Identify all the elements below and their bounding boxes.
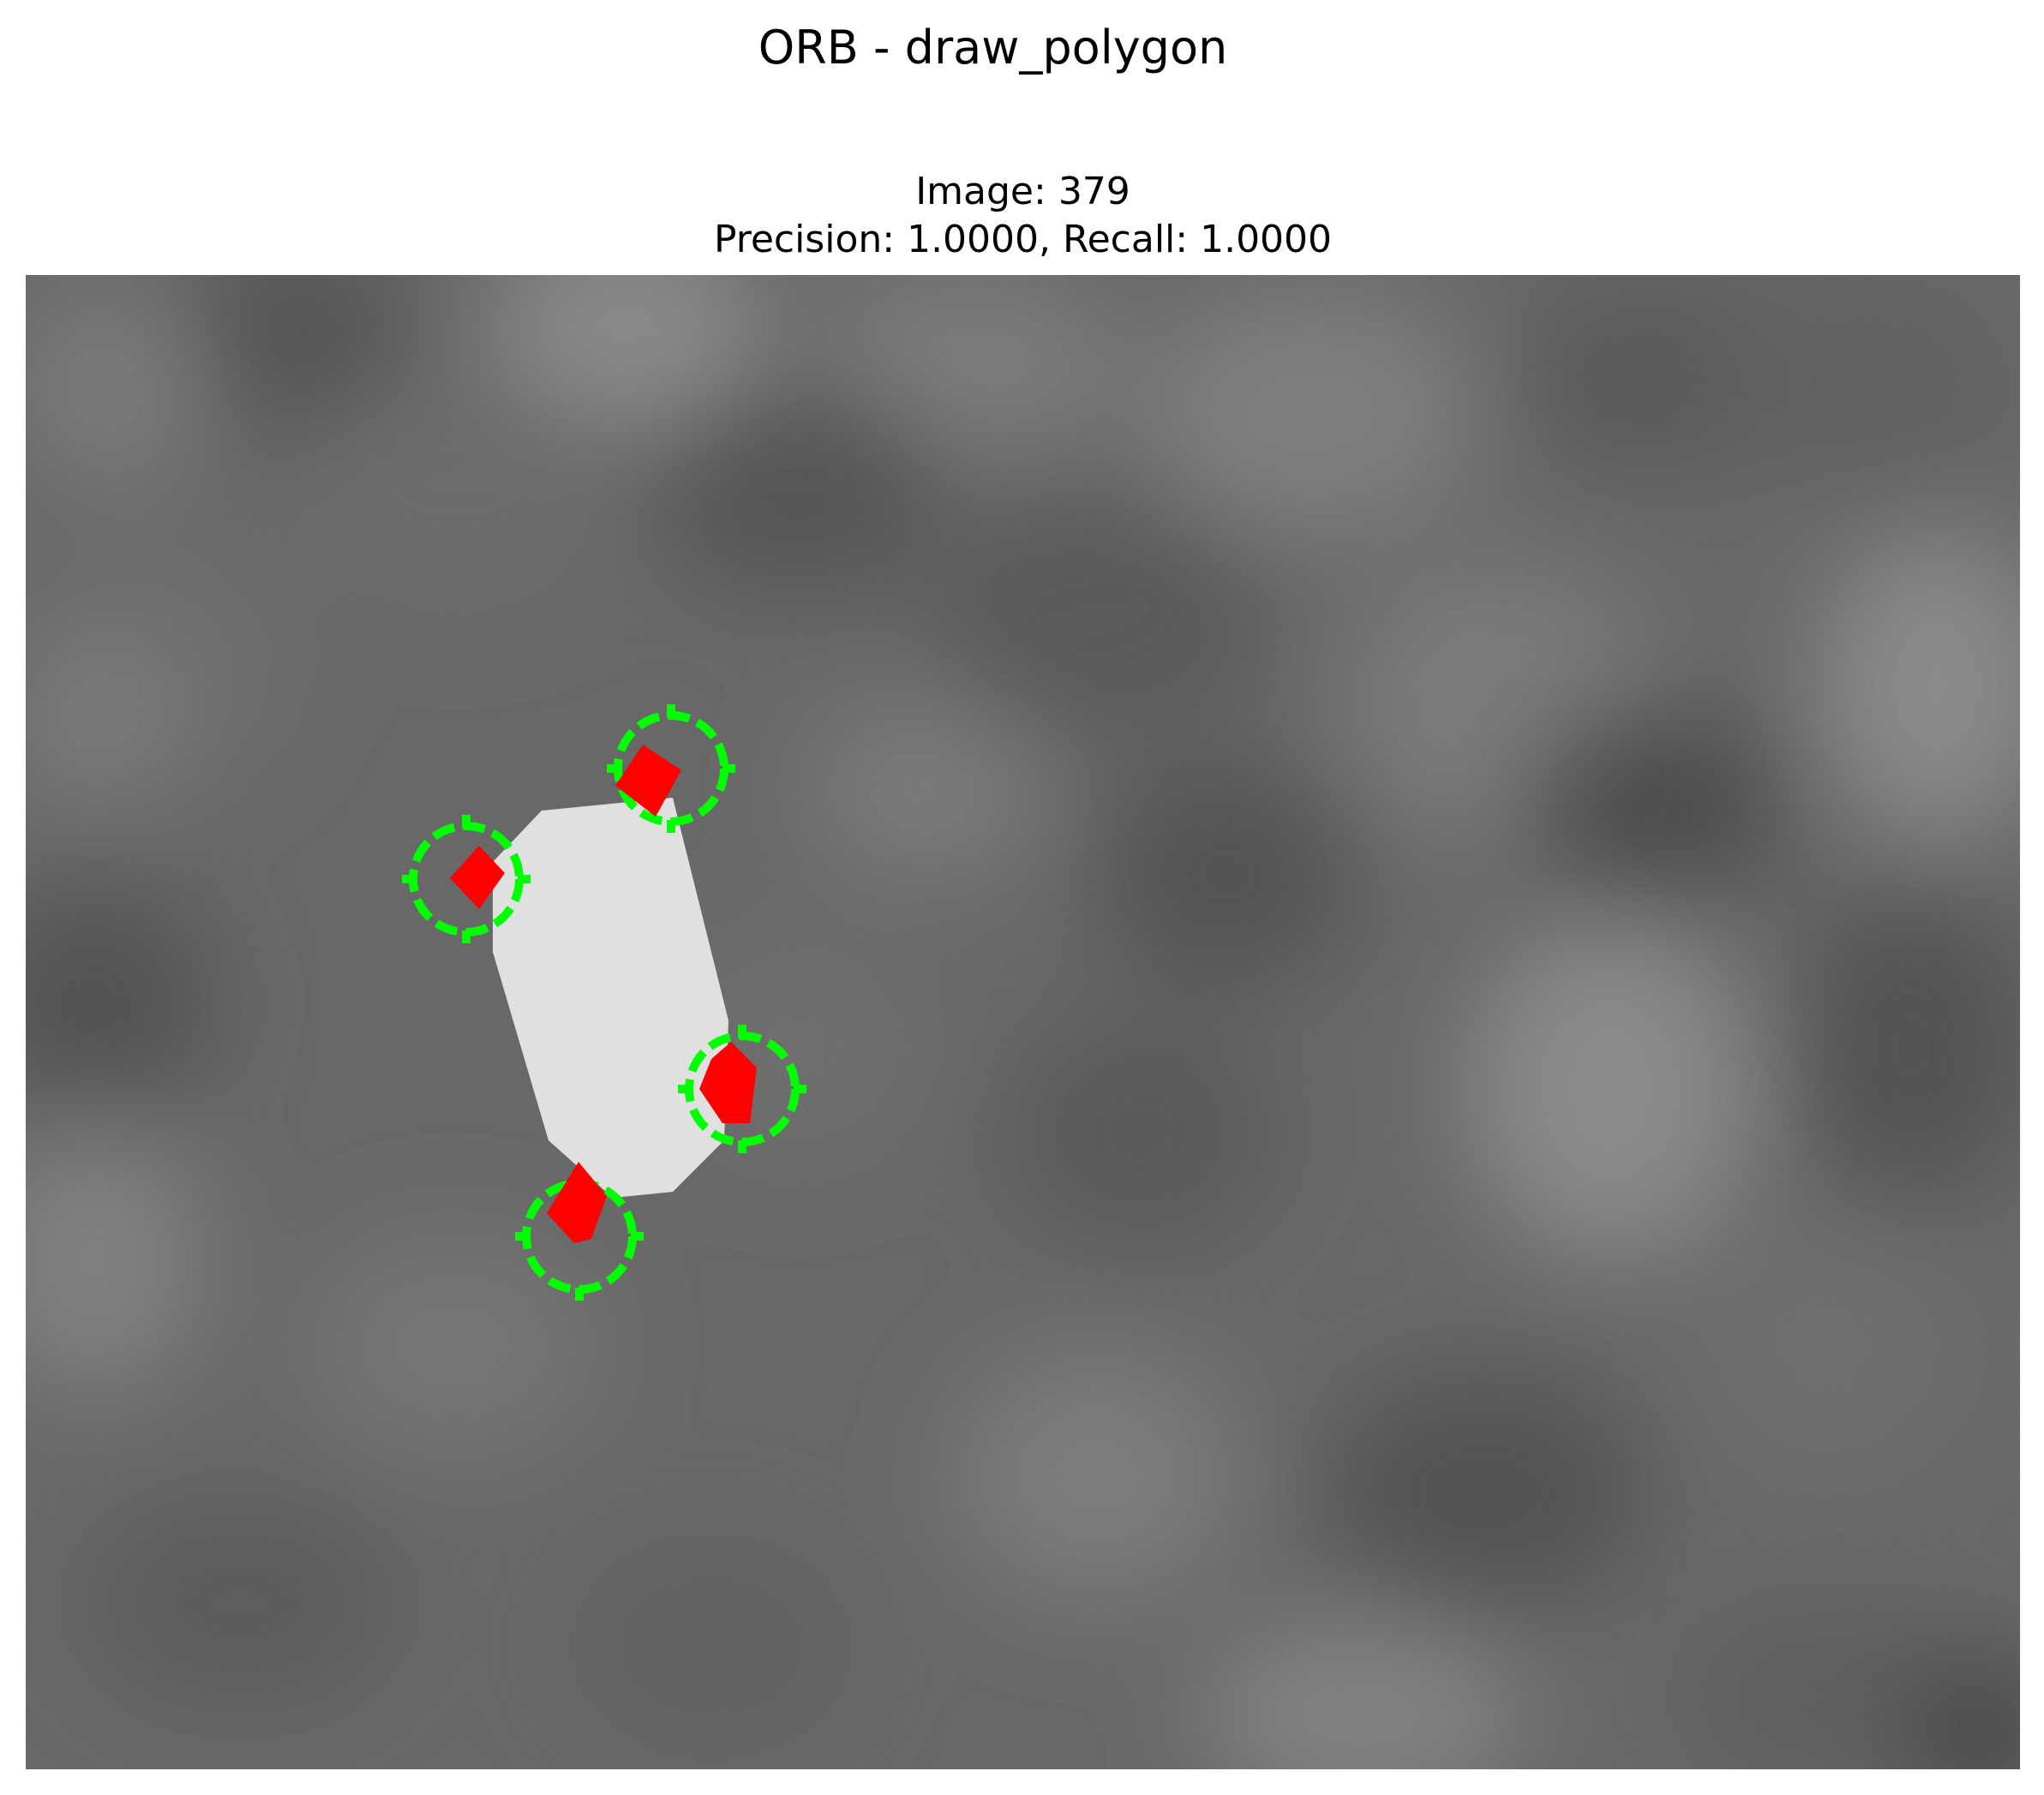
metrics-label: Precision: 1.0000, Recall: 1.0000 bbox=[713, 218, 1333, 261]
detected-keypoint bbox=[615, 745, 681, 817]
detected-keypoint bbox=[547, 1162, 607, 1243]
detected-keypoint bbox=[450, 846, 505, 909]
detected-keypoint bbox=[699, 1042, 757, 1123]
ground-truth-ticks bbox=[402, 704, 806, 1301]
image-label: Image: 379 bbox=[915, 170, 1130, 213]
detected-keypoints bbox=[450, 745, 757, 1243]
drawn-polygon bbox=[493, 798, 728, 1198]
image-canvas bbox=[26, 275, 2020, 1769]
image-panel bbox=[26, 275, 2020, 1769]
figure-title: ORB - draw_polygon bbox=[758, 21, 1228, 75]
axes-title: Image: 379 Precision: 1.0000, Recall: 1.… bbox=[26, 168, 2020, 264]
noise-texture bbox=[26, 275, 2020, 1769]
